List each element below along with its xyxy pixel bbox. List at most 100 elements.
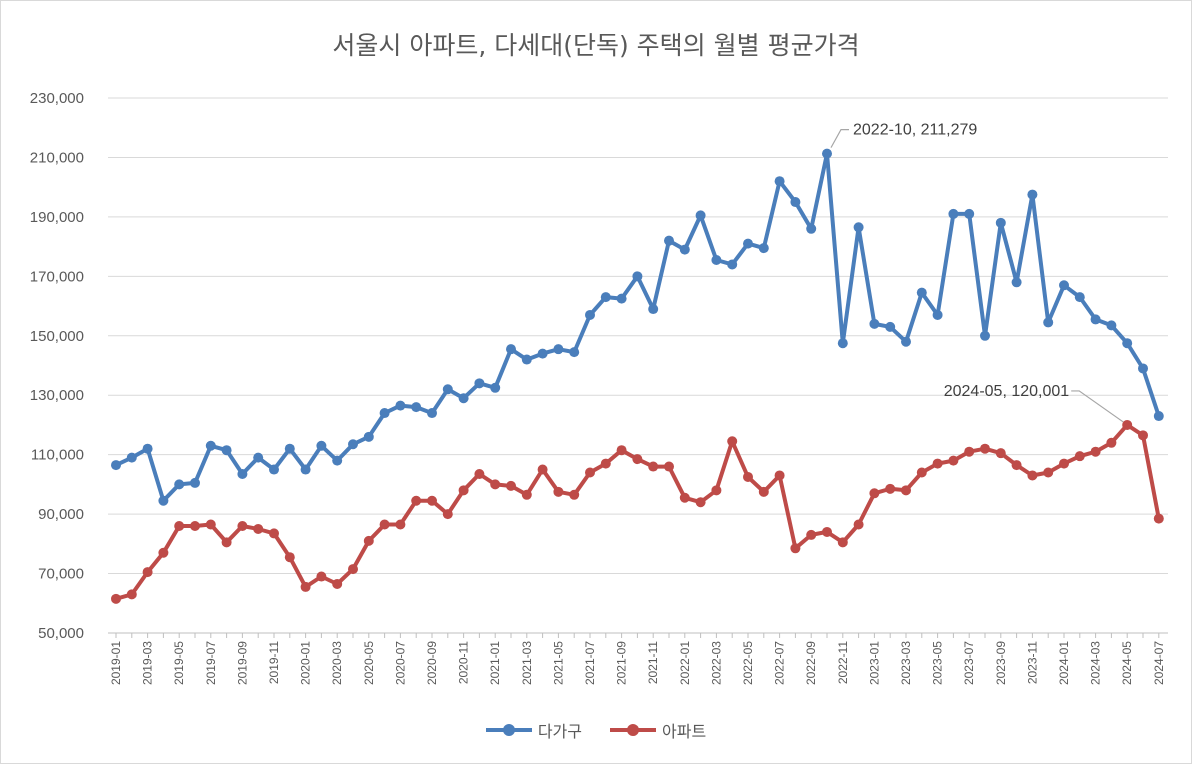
data-point: [253, 523, 264, 534]
data-point: [316, 571, 327, 582]
x-tick-label: 2021-07: [583, 641, 597, 685]
x-tick-label: 2020-05: [362, 641, 376, 685]
data-point: [537, 348, 548, 359]
data-point: [190, 521, 200, 531]
x-tick-label: 2022-03: [709, 641, 723, 685]
data-point: [521, 489, 532, 500]
legend-swatch-dagagu: [485, 724, 532, 736]
data-point: [932, 309, 943, 320]
legend-swatch-apartment: [610, 724, 656, 736]
y-tick-label: 130,000: [30, 387, 84, 404]
data-point: [237, 468, 248, 479]
data-point: [521, 354, 532, 365]
data-point: [790, 197, 801, 208]
data-point: [1011, 277, 1022, 288]
annotation-leader: [1071, 390, 1124, 423]
x-tick-label: 2019-01: [109, 641, 123, 685]
data-point: [205, 440, 216, 451]
data-point: [695, 497, 706, 508]
data-point: [806, 529, 817, 540]
data-point: [869, 318, 880, 329]
data-point: [743, 471, 753, 482]
data-point: [442, 509, 453, 520]
x-tick-label: 2019-03: [141, 641, 155, 685]
data-point: [822, 526, 832, 537]
data-point: [553, 344, 564, 355]
data-point: [506, 480, 516, 491]
x-tick-label: 2021-09: [615, 641, 629, 685]
y-tick-label: 170,000: [30, 268, 84, 285]
x-tick-label: 2022-07: [773, 641, 787, 685]
chart-title: 서울시 아파트, 다세대(단독) 주택의 월별 평균가격: [332, 31, 860, 60]
data-point: [1122, 419, 1133, 430]
data-point: [237, 521, 248, 531]
data-point: [363, 535, 374, 546]
x-tick-label: 2020-07: [393, 641, 407, 685]
data-point: [1090, 446, 1101, 457]
data-point: [300, 581, 311, 592]
x-tick-label: 2023-05: [931, 641, 945, 685]
data-point: [980, 330, 990, 341]
data-point: [190, 477, 200, 488]
series-lines: [111, 148, 1164, 604]
data-point: [332, 455, 343, 466]
data-point: [427, 495, 437, 506]
x-tick-label: 2020-11: [457, 641, 471, 684]
data-point: [1106, 320, 1117, 331]
x-tick-label: 2022-05: [741, 641, 755, 685]
series-apartment: [111, 419, 1164, 604]
x-tick-label: 2021-11: [646, 641, 660, 684]
x-tick-label: 2024-01: [1057, 641, 1071, 685]
annotation-label: 2024-05, 120,001: [944, 383, 1070, 400]
gridlines: [108, 97, 1168, 634]
data-point: [948, 208, 959, 219]
data-point: [585, 467, 595, 478]
data-point: [964, 446, 975, 457]
data-point: [1122, 338, 1133, 349]
data-point: [995, 217, 1006, 228]
data-point: [158, 547, 169, 558]
data-point: [774, 470, 785, 481]
annotations: 2022-10, 211,279 2024-05, 120,001: [830, 122, 1124, 423]
data-point: [1074, 292, 1085, 303]
data-point: [126, 589, 137, 600]
y-tick-label: 210,000: [30, 149, 84, 166]
data-point: [205, 519, 216, 530]
data-point: [1090, 314, 1101, 325]
data-point: [822, 148, 832, 159]
data-point: [711, 254, 722, 265]
data-point: [253, 452, 264, 463]
y-tick-label: 70,000: [38, 566, 84, 583]
data-point: [142, 443, 153, 454]
data-point: [964, 208, 975, 219]
data-point: [174, 521, 185, 531]
data-point: [553, 486, 564, 497]
data-point: [458, 393, 469, 404]
data-point: [174, 479, 185, 490]
data-point: [916, 287, 927, 298]
data-point: [916, 467, 927, 478]
data-point: [1027, 470, 1038, 481]
data-point: [727, 259, 738, 270]
data-point: [395, 400, 406, 411]
data-point: [316, 440, 327, 451]
data-point: [758, 243, 769, 254]
legend-item-apartment: 아파트: [610, 718, 706, 742]
data-point: [679, 492, 690, 503]
data-point: [569, 489, 580, 500]
y-tick-label: 50,000: [38, 625, 84, 642]
data-point: [648, 304, 659, 315]
data-point: [1011, 460, 1022, 471]
data-point: [111, 460, 121, 471]
data-point: [616, 445, 627, 456]
data-point: [600, 292, 611, 303]
data-point: [411, 495, 422, 506]
data-point: [332, 578, 343, 589]
data-point: [158, 495, 169, 506]
data-point: [774, 176, 785, 187]
x-tick-label: 2023-01: [867, 641, 881, 685]
data-point: [679, 244, 690, 255]
data-point: [442, 384, 453, 395]
